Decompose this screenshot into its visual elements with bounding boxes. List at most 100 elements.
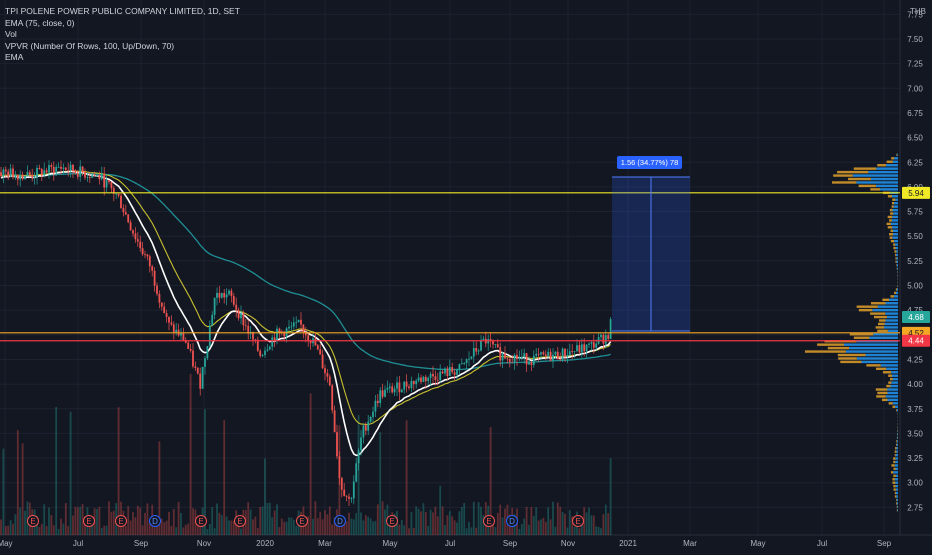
volume-profile-bar — [871, 302, 886, 304]
volume-bar — [324, 510, 326, 535]
volume-bar — [555, 527, 557, 535]
ema-mid-line — [1, 171, 611, 425]
volume-bar — [125, 526, 127, 535]
candle-body — [497, 344, 499, 347]
volume-profile-bar — [857, 357, 898, 359]
volume-profile-bar — [876, 185, 898, 187]
volume-profile-bar — [897, 437, 898, 439]
volume-bar — [593, 515, 595, 535]
volume-profile-bar — [897, 268, 898, 270]
time-tick: Jul — [73, 539, 83, 548]
candle-body — [569, 351, 571, 355]
candle-body — [439, 372, 441, 380]
volume-profile-bar — [896, 250, 898, 252]
time-tick: Jul — [817, 539, 827, 548]
candle-body — [543, 352, 545, 354]
time-tick: Jul — [445, 539, 455, 548]
volume-bar — [365, 515, 367, 535]
candle-body — [459, 364, 461, 370]
volume-bar — [135, 517, 137, 535]
symbol-title[interactable]: TPI POLENE POWER PUBLIC COMPANY LIMITED,… — [5, 6, 240, 18]
price-tick: 3.75 — [907, 405, 923, 414]
volume-bar — [226, 516, 228, 535]
indicator-volume[interactable]: Vol — [5, 29, 240, 41]
volume-bar — [58, 529, 60, 535]
volume-profile-bar — [887, 316, 898, 318]
volume-profile-bar — [897, 506, 898, 508]
event-letter: E — [198, 517, 203, 526]
candle-body — [139, 242, 141, 249]
volume-profile-bar — [888, 381, 891, 383]
volume-bar — [504, 509, 506, 535]
candle-body — [451, 367, 453, 372]
volume-bar — [598, 527, 600, 535]
volume-profile-bar — [888, 330, 898, 332]
volume-bar — [603, 514, 605, 535]
volume-profile-bar — [895, 478, 898, 480]
indicator-vpvr[interactable]: VPVR (Number Of Rows, 100, Up/Down, 70) — [5, 41, 240, 53]
volume-profile-bar — [840, 361, 861, 363]
price-tick: 6.50 — [907, 134, 923, 143]
volume-bar — [255, 517, 257, 535]
volume-profile-bar — [894, 157, 898, 159]
volume-bar — [346, 521, 348, 535]
indicator-ema[interactable]: EMA — [5, 52, 240, 64]
candle-body — [233, 296, 235, 305]
volume-profile-bar — [891, 223, 898, 225]
candle-body — [507, 358, 509, 359]
volume-bar — [63, 524, 65, 535]
volume-profile-bar — [892, 375, 898, 377]
volume-profile-bar — [891, 371, 898, 373]
candle-body — [269, 347, 271, 350]
volume-profile-bar — [876, 326, 884, 328]
volume-bar — [478, 502, 480, 535]
candle-body — [276, 329, 278, 341]
candle-body — [123, 208, 125, 212]
price-label: 4.68 — [908, 313, 924, 322]
time-tick: Sep — [503, 539, 518, 548]
volume-bar — [173, 509, 175, 535]
candle-body — [211, 315, 213, 326]
volume-bar — [175, 527, 177, 535]
event-letter: E — [118, 517, 123, 526]
candle-body — [293, 323, 295, 327]
volume-bar — [562, 512, 564, 535]
candle-body — [257, 340, 259, 351]
volume-profile-bar — [888, 375, 892, 377]
volume-profile-bar — [879, 319, 885, 321]
event-letter: D — [509, 517, 515, 526]
candle-body — [291, 326, 293, 327]
volume-bar — [322, 519, 324, 535]
candle-body — [77, 173, 79, 177]
volume-bar — [463, 503, 465, 535]
candle-body — [365, 425, 367, 430]
candle-body — [504, 353, 506, 358]
volume-bar — [147, 503, 149, 535]
volume-profile-bar — [877, 330, 888, 332]
volume-profile-bar — [882, 299, 889, 301]
volume-bar — [24, 511, 26, 535]
candle-body — [478, 350, 480, 351]
price-tick: 6.25 — [907, 158, 923, 167]
volume-bar — [5, 526, 7, 535]
candle-body — [576, 345, 578, 351]
candle-body — [480, 340, 482, 351]
candle-body — [0, 172, 2, 176]
candle-body — [175, 330, 177, 333]
candle-body — [63, 168, 65, 169]
candle-body — [389, 387, 391, 388]
volume-profile-bar — [895, 199, 898, 201]
volume-profile-bar — [892, 205, 894, 207]
volume-bar — [111, 512, 113, 535]
volume-profile-bar — [849, 347, 898, 349]
candle-body — [406, 382, 408, 387]
volume-profile-bar — [897, 433, 898, 435]
volume-profile-bar — [837, 171, 868, 173]
candle-body — [235, 305, 237, 310]
candle-body — [94, 175, 96, 176]
volume-profile-bar — [817, 343, 844, 345]
volume-bar — [51, 515, 53, 535]
indicator-ema75[interactable]: EMA (75, close, 0) — [5, 18, 240, 30]
